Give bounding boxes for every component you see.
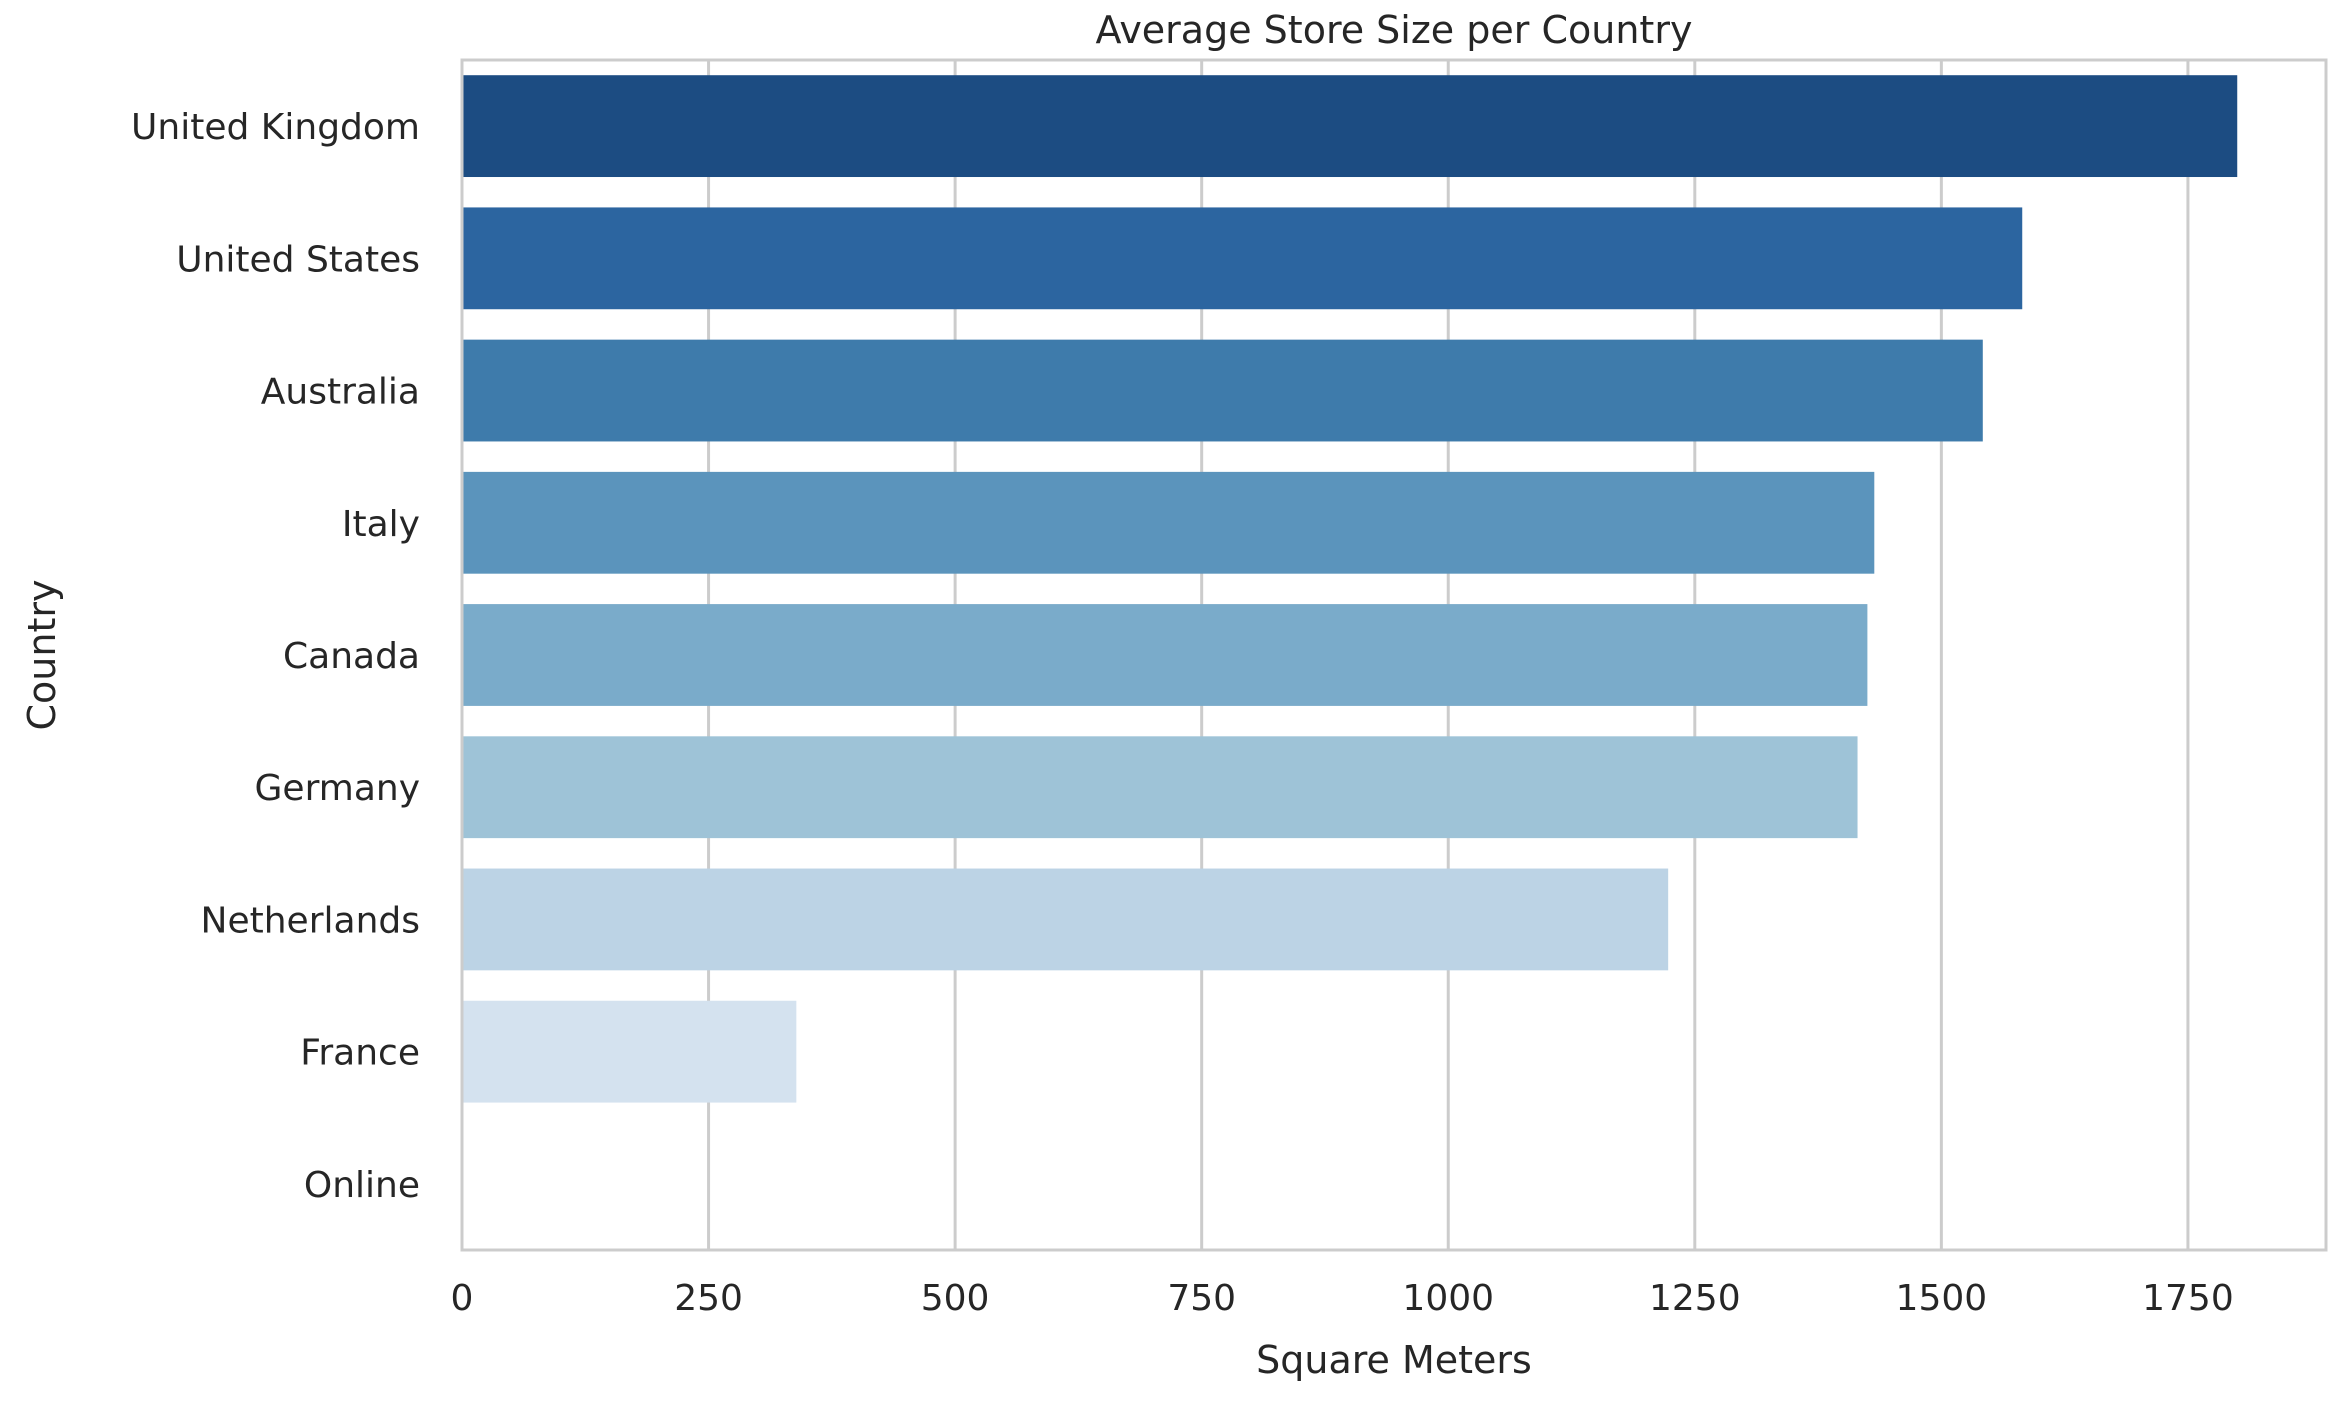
bar-netherlands — [463, 868, 1669, 971]
bar-canada — [463, 604, 1868, 706]
bar-australia — [463, 339, 1983, 442]
y-tick-label: Australia — [261, 372, 420, 413]
bar-france — [463, 1000, 797, 1103]
x-tick-label: 1000 — [1402, 1278, 1494, 1319]
plot-frame — [460, 58, 2328, 1252]
x-tick-label: 0 — [451, 1278, 474, 1319]
x-axis-label: Square Meters — [1256, 1338, 1532, 1382]
x-tick-label: 1500 — [1896, 1278, 1988, 1319]
y-tick-label: Germany — [255, 768, 420, 809]
x-tick-label: 750 — [1167, 1278, 1236, 1319]
y-tick-label: United Kingdom — [131, 107, 420, 148]
bar-germany — [463, 736, 1858, 839]
y-tick-label: Online — [304, 1165, 420, 1206]
chart-title: Average Store Size per Country — [1096, 8, 1693, 52]
bar-united-kingdom — [463, 75, 2238, 178]
y-tick-label: Netherlands — [201, 900, 420, 941]
bar-united-states — [463, 207, 2023, 310]
y-axis-label: Country — [20, 580, 64, 731]
y-tick-label: Canada — [283, 636, 420, 677]
x-tick-label: 500 — [921, 1278, 990, 1319]
x-tick-label: 250 — [674, 1278, 743, 1319]
y-tick-label: Italy — [342, 504, 420, 545]
x-tick-labels: 0 250 500 750 1000 1250 1500 1750 — [451, 1278, 2234, 1319]
x-tick-label: 1750 — [2142, 1278, 2234, 1319]
y-tick-label: United States — [176, 239, 420, 280]
x-tick-label: 1250 — [1649, 1278, 1741, 1319]
bars — [463, 75, 2238, 1103]
y-tick-label: France — [300, 1033, 420, 1074]
bar-italy — [463, 471, 1875, 574]
y-tick-labels: United Kingdom United States Australia Ital… — [131, 107, 420, 1206]
